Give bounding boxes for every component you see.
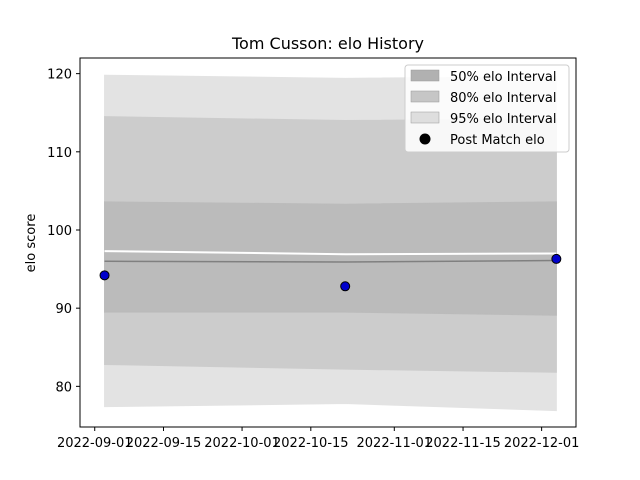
legend-swatch-1: [410, 90, 440, 103]
legend-swatch-2: [410, 111, 440, 124]
band-2: [104, 201, 557, 316]
post-match-point-1: [340, 281, 351, 292]
y-tick-label-1: 90: [55, 302, 72, 317]
legend-box: [404, 64, 570, 153]
legend-label-0: 50% elo Interval: [450, 70, 557, 85]
x-tick-label-1: 2022-09-15: [126, 436, 202, 451]
x-tick-label-6: 2022-12-01: [504, 436, 580, 451]
legend-label-1: 80% elo Interval: [450, 91, 557, 106]
legend-label-points: Post Match elo: [450, 133, 545, 148]
x-tick-label-5: 2022-11-15: [425, 436, 501, 451]
y-tick-label-3: 110: [47, 146, 72, 161]
x-tick-label-3: 2022-10-15: [273, 436, 349, 451]
mean-elo-line: [104, 259, 557, 263]
interval-bands: [104, 74, 557, 412]
x-tick-label-4: 2022-11-01: [357, 436, 433, 451]
y-tick-label-4: 120: [47, 68, 72, 83]
legend-swatch-0: [410, 69, 440, 82]
post-match-point-2: [551, 253, 562, 264]
y-axis-label: elo score: [24, 214, 39, 273]
x-tick-label-2: 2022-10-01: [204, 436, 280, 451]
post-match-point-0: [99, 270, 110, 281]
elo-lines: [104, 250, 557, 263]
post-match-points: [99, 253, 562, 292]
y-axis-ticks: 80 90 100 110 120: [47, 68, 80, 395]
y-tick-label-2: 100: [47, 224, 72, 239]
upper-white-line: [104, 250, 557, 256]
plot-frame: [79, 57, 577, 428]
chart-title: Tom Cusson: elo History: [231, 34, 424, 53]
y-tick-label-0: 80: [55, 380, 72, 395]
legend: 50% elo Interval 80% elo Interval 95% elo …: [404, 64, 570, 153]
legend-marker-points: [419, 133, 431, 145]
x-tick-label-0: 2022-09-01: [57, 436, 133, 451]
legend-label-2: 95% elo Interval: [450, 112, 557, 127]
